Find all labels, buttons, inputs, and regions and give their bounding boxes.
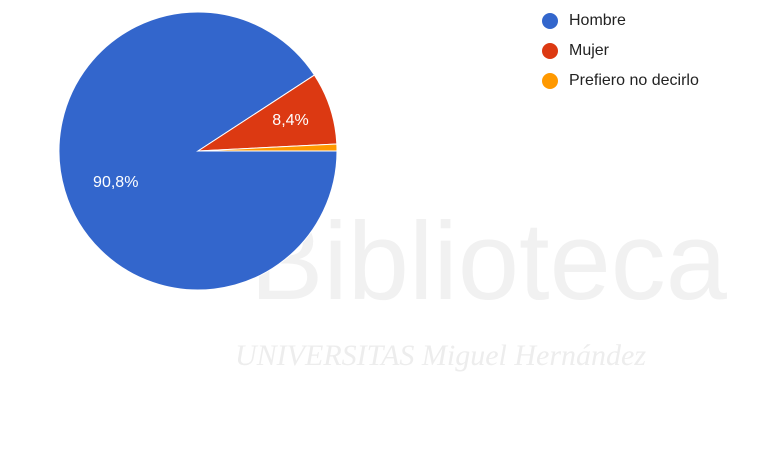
pie-slice (197, 143, 338, 152)
legend-swatch (542, 73, 558, 89)
legend-swatch (542, 13, 558, 29)
pie: 90,8% 8,4% (58, 11, 338, 291)
pie-slice (58, 11, 338, 291)
legend-label: Hombre (569, 12, 626, 29)
watermark-title: Biblioteca (250, 200, 728, 323)
legend-label: Prefiero no decirlo (569, 72, 699, 89)
legend-swatch (542, 43, 558, 59)
legend: Hombre Mujer Prefiero no decirlo (542, 12, 699, 89)
watermark-subtitle: UNIVERSITAS Miguel Hernández (235, 339, 646, 372)
value-label: 8,4% (272, 112, 308, 129)
value-label: 90,8% (93, 174, 138, 191)
legend-label: Mujer (569, 42, 610, 59)
